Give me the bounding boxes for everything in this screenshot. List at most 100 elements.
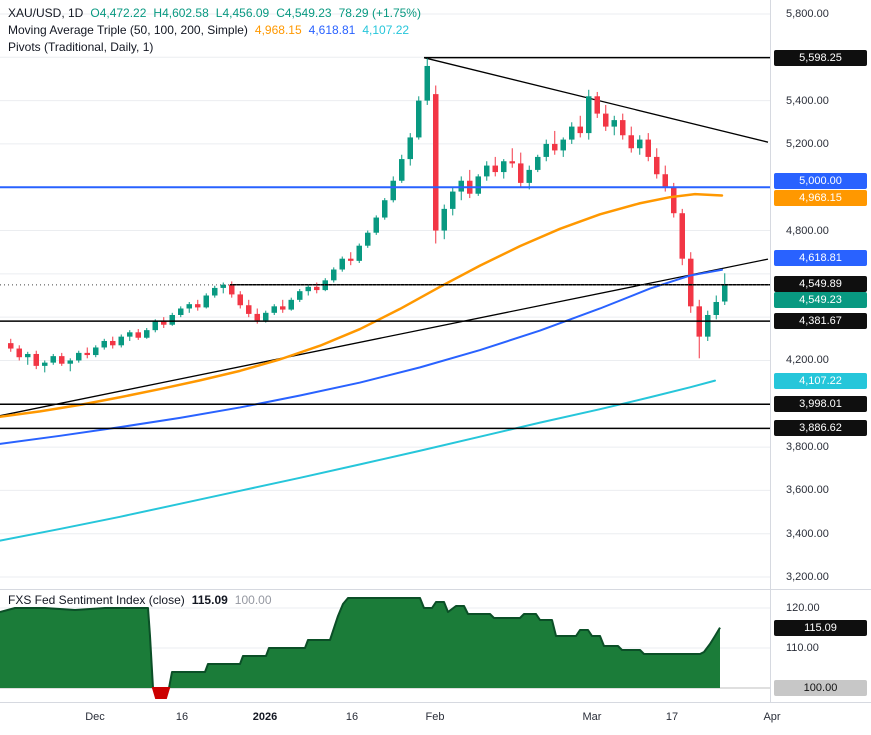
candle-body: [416, 100, 422, 138]
candle-body: [271, 306, 277, 313]
candle-body: [671, 187, 677, 214]
main-chart-legend: XAU/USD, 1D O4,472.22 H4,602.58 L4,456.0…: [8, 5, 421, 56]
ohlc-close: C4,549.23: [276, 6, 332, 20]
price-tick-label: 4,200.00: [786, 354, 829, 367]
candle-body: [25, 353, 31, 358]
price-badge: 4,549.89: [774, 275, 867, 292]
time-tick-label: 16: [345, 711, 359, 723]
main-pane: [0, 56, 770, 542]
price-badge: 4,107.22: [774, 372, 867, 389]
candle-body: [356, 245, 362, 261]
candle-body: [518, 163, 524, 183]
candle-body: [195, 304, 201, 308]
candle-body: [373, 217, 379, 233]
candle-body: [382, 200, 388, 218]
price-badge: 5,598.25: [774, 49, 867, 66]
candle-body: [586, 96, 592, 134]
ma200-line: [0, 379, 716, 542]
price-badge: 4,618.81: [774, 249, 867, 266]
time-tick-label: 17: [665, 711, 679, 723]
ma50-value: 4,968.15: [254, 23, 302, 37]
price-tick-label: 3,200.00: [786, 571, 829, 583]
candle-body: [101, 340, 107, 348]
price-badge: 4,968.15: [774, 190, 867, 207]
sentiment-current-value: 115.09: [191, 593, 228, 607]
candle-body: [110, 340, 116, 346]
price-tick-label: 120.00: [786, 602, 820, 614]
candle-body: [543, 143, 549, 157]
candle-body: [59, 356, 65, 364]
candle-body: [135, 332, 141, 338]
candle-body: [229, 284, 235, 295]
candle-body: [399, 159, 405, 181]
candle-body: [594, 96, 600, 114]
pivots-indicator-label: Pivots (Traditional, Daily, 1): [8, 40, 154, 54]
time-tick-label: Apr: [763, 711, 781, 723]
price-tick-label: 5,200.00: [786, 137, 829, 150]
candle-body: [127, 332, 133, 337]
price-tick-label: 5,400.00: [786, 94, 829, 107]
ma50-line: [0, 192, 724, 419]
candle-body: [118, 336, 124, 346]
candle-body: [365, 232, 371, 246]
candle-body: [161, 321, 167, 325]
candle-body: [16, 348, 22, 358]
price-badge: 100.00: [774, 680, 867, 696]
candle-body: [237, 294, 243, 306]
candle-body: [169, 314, 175, 325]
pivots-legend-row[interactable]: Pivots (Traditional, Daily, 1): [8, 39, 421, 55]
candle-body: [509, 161, 515, 164]
sentiment-below-baseline: [151, 687, 171, 699]
candle-body: [280, 306, 286, 310]
price-tick-label: 3,600.00: [786, 484, 829, 497]
candle-body: [246, 305, 252, 314]
price-badge: 4,381.67: [774, 313, 867, 330]
candle-body: [178, 308, 184, 315]
candle-body: [339, 258, 345, 270]
candle-body: [348, 258, 354, 261]
candle-body: [552, 143, 558, 151]
candle-body: [628, 135, 634, 149]
price-badge: 3,998.01: [774, 396, 867, 413]
candle-body: [441, 208, 447, 231]
ma100-value: 4,618.81: [308, 23, 356, 37]
candle-body: [93, 347, 99, 356]
symbol-title: XAU/USD, 1D: [8, 6, 84, 20]
time-tick-label: 16: [175, 711, 189, 723]
candle-body: [305, 286, 311, 292]
candle-body: [152, 321, 158, 331]
candle-body: [484, 165, 490, 177]
candle-body: [8, 343, 14, 349]
candle-body: [492, 165, 498, 173]
price-tick-label: 110.00: [786, 642, 819, 654]
ma100-line: [0, 268, 723, 445]
ma-legend-row[interactable]: Moving Average Triple (50, 100, 200, Sim…: [8, 22, 421, 38]
candle-body: [654, 156, 660, 175]
candle-body: [433, 94, 439, 231]
price-badge: 5,000.00: [774, 173, 867, 190]
time-tick-label: Dec: [85, 711, 105, 723]
ma200-value: 4,107.22: [362, 23, 410, 37]
price-badge: 4,549.23: [774, 291, 867, 308]
time-tick-label: 2026: [252, 711, 278, 723]
ohlc-high: H4,602.58: [153, 6, 209, 20]
candle-body: [84, 352, 90, 356]
candle-body: [220, 284, 226, 288]
candle-body: [288, 299, 294, 310]
candle-body: [203, 295, 209, 308]
sentiment-legend-row[interactable]: FXS Fed Sentiment Index (close) 115.09 1…: [8, 592, 272, 608]
price-tick-label: 5,800.00: [786, 8, 829, 20]
candle-body: [331, 269, 337, 281]
candle-body: [637, 139, 643, 149]
candle-body: [50, 356, 56, 363]
candle-body: [662, 174, 668, 188]
ohlc-low: L4,456.09: [215, 6, 270, 20]
symbol-legend-row[interactable]: XAU/USD, 1D O4,472.22 H4,602.58 L4,456.0…: [8, 5, 421, 21]
time-tick-label: Feb: [425, 711, 445, 723]
candle-body: [297, 291, 303, 300]
candle-body: [705, 314, 711, 337]
candle-body: [407, 137, 413, 160]
